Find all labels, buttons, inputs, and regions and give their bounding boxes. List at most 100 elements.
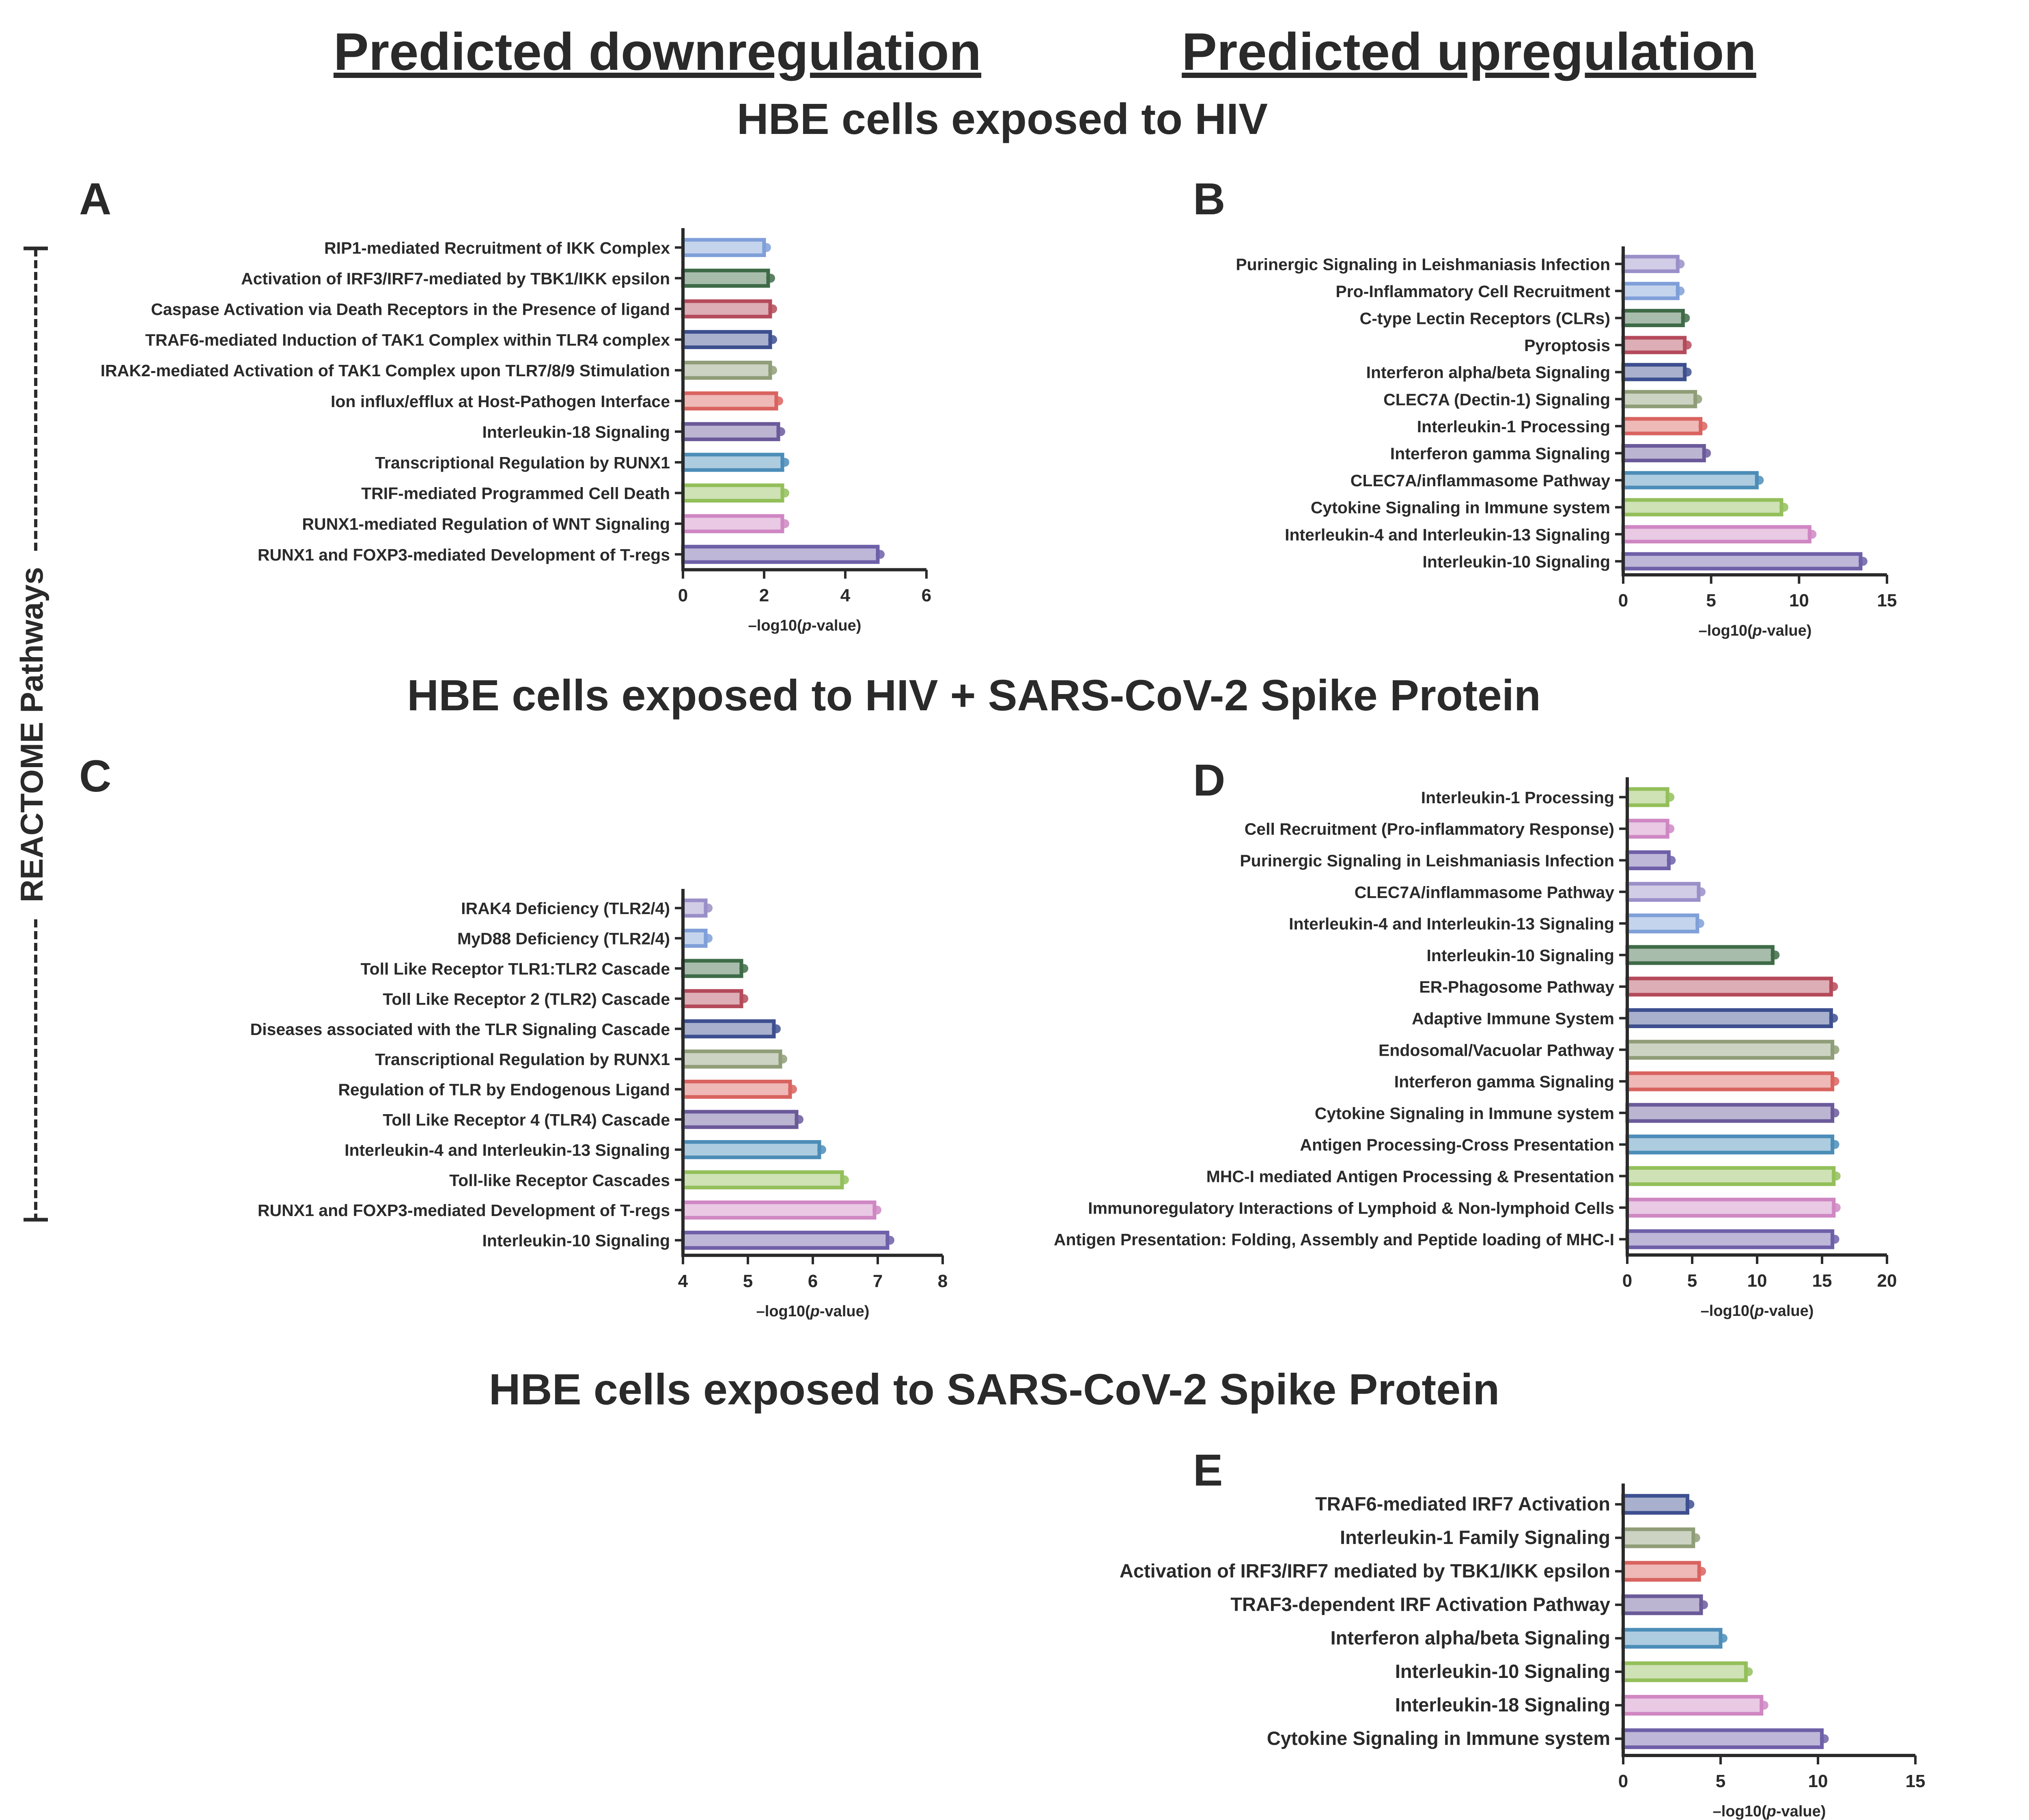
x-tick-label: 8 [938, 1271, 948, 1291]
bar [681, 545, 880, 564]
bar-point [1699, 1600, 1708, 1609]
bar [681, 483, 784, 503]
bar-point [1771, 950, 1780, 960]
category-label: Purinergic Signaling in Leishmaniasis In… [1236, 255, 1610, 274]
bar [1621, 254, 1680, 273]
header-upregulation: Predicted upregulation [1182, 22, 1756, 81]
bar [1625, 913, 1699, 934]
category-label: Regulation of TLR by Endogenous Ligand [338, 1080, 670, 1099]
bar [681, 1140, 821, 1159]
bar [681, 1200, 877, 1220]
category-label: IRAK4 Deficiency (TLR2/4) [461, 899, 670, 918]
bar [681, 238, 766, 257]
bar [681, 360, 772, 380]
category-label: Caspase Activation via Death Receptors i… [151, 300, 670, 319]
bar-point [739, 964, 748, 973]
bar [1621, 1561, 1701, 1582]
bar-point [1807, 530, 1817, 539]
bar [1621, 444, 1706, 462]
category-label: Interleukin-10 Signaling [1423, 552, 1610, 571]
bar [1625, 977, 1833, 997]
bar-point [795, 1115, 803, 1124]
category-label: Cell Recruitment (Pro-inflammatory Respo… [1245, 820, 1614, 839]
category-label: Cytokine Signaling in Immune system [1311, 498, 1610, 517]
category-label: Interferon alpha/beta Signaling [1331, 1627, 1610, 1648]
x-tick-label: 10 [1747, 1271, 1767, 1291]
category-label: CLEC7A (Dectin-1) Signaling [1383, 390, 1610, 409]
bar-point [774, 396, 783, 405]
bar-point [876, 550, 885, 559]
bar-point [1830, 1108, 1839, 1117]
bar [1625, 1197, 1836, 1218]
category-label: Antigen Processing-Cross Presentation [1300, 1136, 1614, 1154]
category-label: Activation of IRF3/IRF7 mediated by TBK1… [1120, 1560, 1610, 1581]
category-label: MyD88 Deficiency (TLR2/4) [457, 929, 670, 948]
bar [681, 1110, 799, 1129]
x-axis-label: –log10(p-value) [1699, 622, 1812, 639]
panel-label-a: A [79, 174, 111, 224]
bar [1621, 390, 1697, 408]
category-label: Pro-Inflammatory Cell Recruitment [1335, 282, 1610, 301]
category-label: Ion influx/efflux at Host-Pathogen Inter… [331, 392, 670, 411]
bar [1625, 1071, 1835, 1091]
x-tick-label: 4 [678, 1271, 688, 1291]
category-label: Transcriptional Regulation by RUNX1 [375, 453, 670, 472]
category-label: Interleukin-18 Signaling [482, 423, 670, 441]
x-tick-label: 5 [1706, 591, 1716, 610]
category-label: Endosomal/Vacuolar Pathway [1379, 1041, 1614, 1059]
header-downregulation: Predicted downregulation [334, 22, 981, 81]
y-axis-bracket: REACTOME Pathways [12, 246, 59, 1222]
category-label: Antigen Presentation: Folding, Assembly … [1054, 1230, 1614, 1249]
y-axis-label: REACTOME Pathways [14, 567, 50, 902]
bar [1621, 1594, 1703, 1615]
bar-point [1759, 1701, 1768, 1710]
category-label: Interleukin-1 Processing [1421, 788, 1614, 807]
bar-point [1665, 824, 1675, 833]
bar [681, 422, 780, 441]
bar-point [1667, 856, 1676, 865]
x-tick-label: 0 [678, 586, 688, 606]
bar [681, 1049, 782, 1069]
category-label: Purinergic Signaling in Leishmaniasis In… [1240, 852, 1614, 870]
bar-point [788, 1085, 797, 1094]
x-axis-label: –log10(p-value) [1701, 1302, 1814, 1320]
bar-point [704, 934, 713, 943]
bar-point [1859, 556, 1867, 566]
category-label: RIP1-mediated Recruitment of IKK Complex [324, 239, 670, 257]
bar-point [768, 335, 777, 344]
category-label: TRIF-mediated Programmed Cell Death [361, 484, 670, 503]
bar [1625, 1008, 1833, 1028]
panel-b: Interleukin-10 Signaling Interleukin-4 an… [1236, 246, 1897, 639]
category-label: Cytokine Signaling in Immune system [1267, 1727, 1610, 1749]
panels: RUNX1 and FOXP3-mediated Development of … [101, 228, 1925, 1820]
x-tick-label: 0 [1618, 1771, 1628, 1791]
bar [681, 898, 708, 918]
bar-point [1831, 1171, 1841, 1181]
bar-point [768, 366, 777, 375]
x-tick-label: 15 [1877, 591, 1897, 610]
bar [681, 453, 784, 472]
bar [681, 1080, 792, 1099]
x-tick-label: 6 [922, 586, 931, 606]
bar-point [817, 1145, 826, 1154]
x-tick-label: 10 [1808, 1771, 1828, 1791]
bar-point [1719, 1634, 1727, 1643]
panel-e: Cytokine Signaling in Immune system Inter… [1120, 1484, 1925, 1820]
section-title-hiv: HBE cells exposed to HIV [737, 94, 1268, 143]
category-label: C-type Lectin Receptors (CLRs) [1360, 309, 1610, 328]
bar-point [1697, 887, 1706, 897]
x-axis-label: –log10(p-value) [1713, 1803, 1826, 1820]
category-label: ER-Phagosome Pathway [1419, 978, 1614, 996]
bar [1621, 1661, 1748, 1682]
bar [1621, 336, 1687, 354]
category-label: Activation of IRF3/IRF7-mediated by TBK1… [241, 269, 670, 288]
bar-point [778, 1054, 787, 1064]
x-tick-label: 4 [840, 586, 851, 606]
category-label: Interleukin-4 and Interleukin-13 Signali… [1285, 525, 1610, 544]
bar-point [1744, 1667, 1753, 1676]
category-label: Interferon gamma Signaling [1390, 444, 1610, 463]
category-label: Interleukin-4 and Interleukin-13 Signali… [1289, 914, 1614, 933]
bar [681, 1170, 844, 1190]
bar-point [739, 994, 748, 1003]
